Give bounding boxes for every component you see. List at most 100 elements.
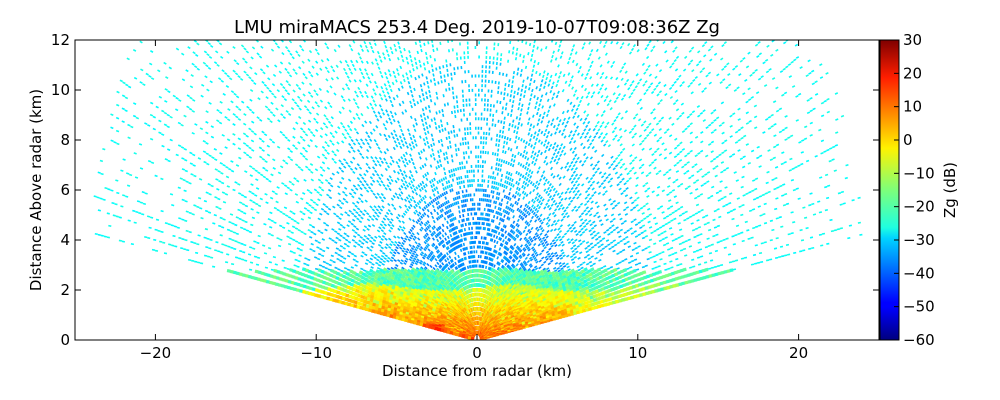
radar-gate bbox=[444, 127, 447, 131]
radar-gate bbox=[736, 197, 740, 200]
radar-gate bbox=[627, 296, 632, 301]
radar-gate bbox=[433, 187, 437, 192]
radar-gate bbox=[620, 293, 625, 298]
radar-gate bbox=[650, 284, 655, 289]
radar-gate bbox=[507, 176, 510, 180]
radar-gate bbox=[794, 43, 799, 47]
radar-gate bbox=[480, 112, 483, 116]
radar-gate bbox=[562, 254, 566, 258]
radar-gate bbox=[533, 162, 537, 166]
radar-gate bbox=[630, 220, 634, 224]
radar-gate bbox=[809, 134, 813, 137]
radar-gate bbox=[648, 40, 652, 44]
radar-gate bbox=[447, 82, 450, 87]
radar-gate bbox=[617, 294, 622, 299]
radar-gate bbox=[544, 46, 548, 50]
radar-gate bbox=[517, 259, 521, 263]
radar-gate bbox=[668, 227, 673, 230]
radar-gate bbox=[692, 250, 697, 254]
radar-gate bbox=[582, 294, 588, 299]
radar-gate bbox=[437, 139, 441, 144]
radar-gate bbox=[464, 203, 467, 207]
radar-gate bbox=[643, 280, 648, 285]
radar-gate bbox=[818, 211, 823, 214]
radar-gate bbox=[449, 63, 452, 67]
radar-gate bbox=[508, 79, 511, 83]
radar-gate bbox=[567, 240, 572, 245]
radar-gate bbox=[505, 205, 508, 209]
radar-gate bbox=[545, 190, 549, 194]
radar-gate bbox=[500, 227, 503, 232]
radar-gate bbox=[441, 223, 445, 227]
radar-gate bbox=[463, 208, 466, 213]
radar-gate bbox=[522, 260, 526, 264]
radar-gate bbox=[684, 280, 689, 285]
radar-gate bbox=[429, 154, 433, 158]
radar-gate bbox=[762, 61, 766, 65]
radar-gate bbox=[389, 46, 393, 50]
radar-gate bbox=[584, 282, 589, 287]
radar-gate bbox=[622, 189, 627, 193]
radar-gate bbox=[756, 145, 760, 149]
radar-gate bbox=[542, 143, 546, 147]
radar-gate bbox=[496, 172, 499, 176]
radar-gate bbox=[519, 204, 523, 209]
radar-gate bbox=[624, 258, 628, 261]
radar-gate bbox=[646, 43, 650, 47]
radar-gate bbox=[548, 195, 553, 199]
radar-gate bbox=[671, 277, 676, 282]
radar-gate bbox=[427, 105, 431, 109]
radar-gate bbox=[503, 140, 506, 144]
radar-gate bbox=[498, 222, 501, 226]
radar-gate bbox=[485, 141, 488, 145]
radar-gate bbox=[541, 198, 545, 202]
radar-gate bbox=[601, 153, 605, 158]
radar-gate bbox=[584, 300, 589, 306]
radar-gate bbox=[529, 181, 533, 185]
radar-gate bbox=[507, 237, 510, 241]
radar-gate bbox=[492, 185, 496, 190]
radar-gate bbox=[588, 248, 592, 251]
radar-gate bbox=[582, 145, 586, 150]
radar-gate bbox=[514, 140, 517, 144]
radar-gate bbox=[453, 134, 456, 138]
radar-gate bbox=[625, 282, 630, 287]
radar-gate bbox=[504, 210, 507, 214]
radar-gate bbox=[779, 70, 784, 74]
radar-gate bbox=[490, 190, 493, 194]
radar-gate bbox=[503, 184, 506, 189]
radar-gate bbox=[537, 205, 542, 210]
radar-gate bbox=[409, 54, 412, 58]
radar-gate bbox=[494, 123, 497, 127]
radar-gate bbox=[491, 152, 494, 156]
radar-gate bbox=[588, 41, 592, 45]
radar-gate bbox=[438, 110, 441, 114]
radar-gate bbox=[594, 170, 598, 174]
radar-gate bbox=[575, 272, 580, 278]
radar-gate bbox=[548, 79, 552, 83]
radar-gate bbox=[401, 59, 405, 63]
radar-gate bbox=[545, 250, 550, 254]
radar-gate bbox=[586, 193, 591, 197]
radar-gate bbox=[500, 264, 504, 269]
radar-gate bbox=[465, 151, 468, 155]
radar-gate bbox=[421, 108, 425, 112]
radar-gate bbox=[509, 229, 513, 233]
radar-gate bbox=[595, 237, 599, 241]
radar-gate bbox=[575, 208, 579, 212]
radar-gate bbox=[737, 232, 741, 236]
radar-gate bbox=[538, 200, 542, 204]
radar-gate bbox=[712, 234, 716, 238]
radar-gate bbox=[519, 93, 523, 97]
radar-gate bbox=[783, 161, 787, 164]
radar-gate bbox=[569, 276, 574, 281]
radar-gate bbox=[594, 124, 598, 128]
radar-gate bbox=[551, 211, 556, 215]
radar-gate bbox=[445, 64, 448, 68]
radar-gate bbox=[516, 251, 520, 256]
radar-gate bbox=[651, 128, 655, 132]
radar-gate bbox=[497, 43, 500, 47]
radar-gate bbox=[477, 145, 480, 149]
radar-gate bbox=[596, 120, 600, 125]
radar-gate bbox=[556, 144, 559, 148]
